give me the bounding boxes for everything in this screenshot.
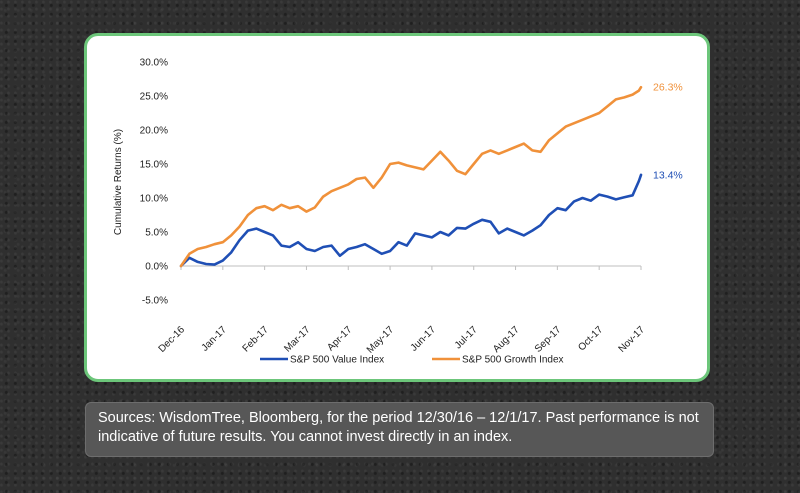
x-tick-label: Oct-17 [576,324,605,353]
sources-caption: Sources: WisdomTree, Bloomberg, for the … [85,402,714,457]
x-tick-label: Sep-17 [533,324,564,355]
x-tick-marks [180,266,642,270]
y-tick-labels: 30.0% 25.0% 20.0% 15.0% 10.0% 5.0% 0.0% -5.0% [140,58,168,307]
legend: S&P 500 Value Index S&P 500 Growth Index [260,355,564,366]
y-tick-label: 15.0% [140,160,168,171]
y-tick-label: -5.0% [142,296,168,307]
y-axis-label: Cumulative Returns (%) [113,129,124,235]
x-tick-label: Nov-17 [617,324,648,355]
end-value-label: 13.4% [653,169,683,181]
x-tick-label: Mar-17 [282,324,312,354]
x-tick-label: Dec-16 [157,324,188,355]
x-tick-label: Jul-17 [453,324,480,351]
series-line-1 [179,85,643,268]
x-tick-label: Aug-17 [491,324,522,355]
sources-caption-text: Sources: WisdomTree, Bloomberg, for the … [98,410,699,445]
y-tick-label: 0.0% [145,262,168,273]
x-tick-labels: Dec-16 Jan-17 Feb-17 Mar-17 Apr-17 May-17 Jun-… [157,324,648,356]
chart-card: 30.0% 25.0% 20.0% 15.0% 10.0% 5.0% 0.0% -5.0% C… [84,33,710,382]
end-value-label: 26.3% [653,82,683,94]
legend-label: S&P 500 Growth Index [462,355,564,366]
x-tick-label: Jan-17 [200,324,230,354]
y-tick-label: 30.0% [140,58,168,69]
y-tick-label: 25.0% [140,92,168,103]
y-tick-label: 20.0% [140,126,168,137]
end-labels: 13.4% 26.3% [653,82,683,182]
y-tick-label: 10.0% [140,194,168,205]
legend-label: S&P 500 Value Index [290,355,384,366]
x-tick-label: Feb-17 [241,324,271,354]
x-tick-label: Apr-17 [325,324,354,353]
x-tick-label: May-17 [365,324,397,356]
x-tick-label: Jun-17 [409,324,439,354]
chart-svg: 30.0% 25.0% 20.0% 15.0% 10.0% 5.0% 0.0% -5.0% C… [113,58,683,366]
series-lines [179,85,643,268]
y-tick-label: 5.0% [145,228,168,239]
series-line-0 [179,173,643,268]
